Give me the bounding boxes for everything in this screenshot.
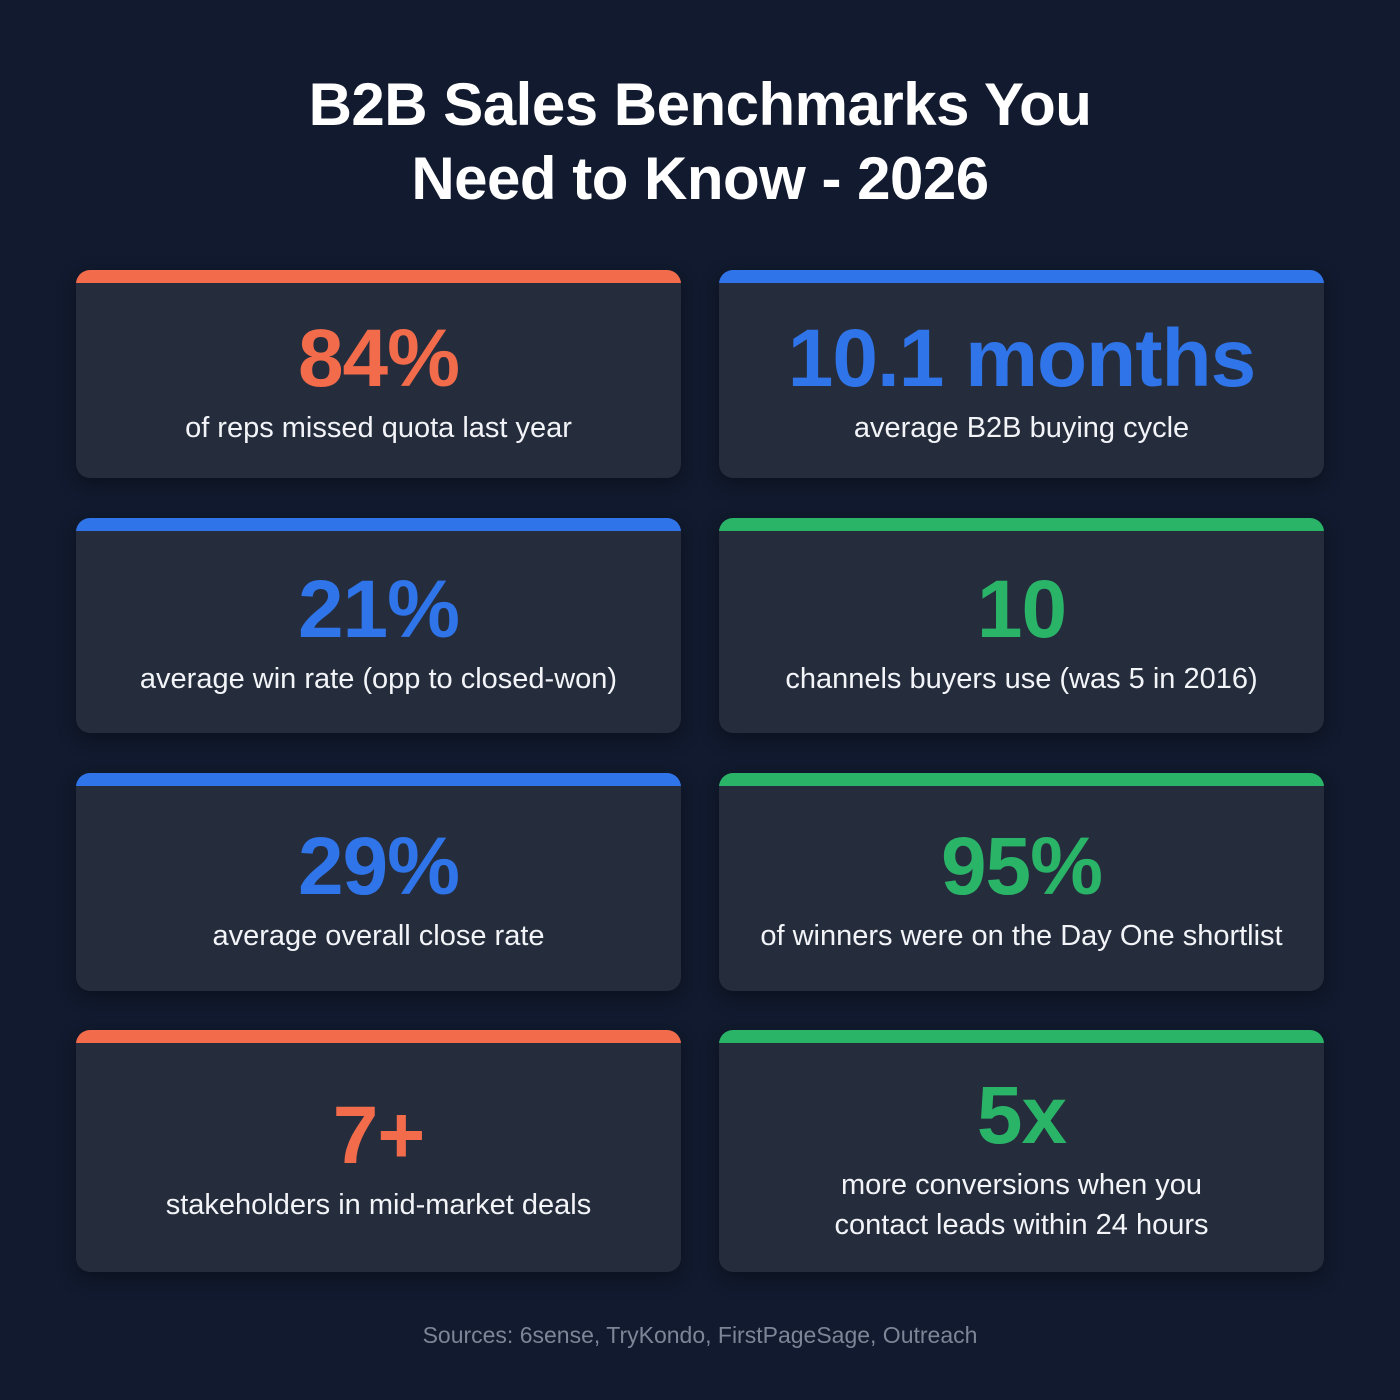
stat-value: 21% xyxy=(297,564,460,655)
stat-description: of winners were on the Day One shortlist xyxy=(760,919,1283,952)
stat-card-buying-cycle: 10.1 months average B2B buying cycle xyxy=(719,270,1324,478)
stat-value: 29% xyxy=(297,820,460,912)
stat-description: more conversions when you contact leads … xyxy=(835,1165,1209,1245)
stat-value: 95% xyxy=(940,820,1103,912)
card-accent-bar xyxy=(76,773,681,786)
stat-value: 7+ xyxy=(332,1089,425,1181)
title-line-2: Need to Know - 2026 xyxy=(411,145,989,212)
stat-description: average B2B buying cycle xyxy=(853,411,1190,444)
stat-description-line-1: more conversions when you xyxy=(840,1168,1203,1201)
stat-description: of reps missed quota last year xyxy=(185,411,572,444)
stat-card-conversions: 5x more conversions when you contact lea… xyxy=(719,1030,1324,1272)
page-title: B2B Sales Benchmarks You Need to Know - … xyxy=(0,68,1400,216)
stat-card-close-rate: 29% average overall close rate xyxy=(76,773,681,991)
stat-value: 10.1 months xyxy=(787,312,1256,404)
stat-description: stakeholders in mid-market deals xyxy=(165,1188,592,1221)
card-accent-bar xyxy=(719,773,1324,786)
stat-card-win-rate: 21% average win rate (opp to closed-won) xyxy=(76,518,681,733)
stat-value: 10 xyxy=(976,564,1067,655)
stat-value: 5x xyxy=(976,1069,1067,1161)
stat-card-stakeholders: 7+ stakeholders in mid-market deals xyxy=(76,1030,681,1272)
card-accent-bar xyxy=(719,270,1324,283)
stat-description-line-2: contact leads within 24 hours xyxy=(834,1208,1209,1241)
stat-card-channels: 10 channels buyers use (was 5 in 2016) xyxy=(719,518,1324,733)
card-accent-bar xyxy=(76,518,681,531)
stat-card-shortlist: 95% of winners were on the Day One short… xyxy=(719,773,1324,991)
title-line-1: B2B Sales Benchmarks You xyxy=(308,71,1092,138)
card-accent-bar xyxy=(76,1030,681,1043)
sources-footnote: Sources: 6sense, TryKondo, FirstPageSage… xyxy=(422,1322,978,1348)
stat-description: average overall close rate xyxy=(212,919,545,952)
stat-description: channels buyers use (was 5 in 2016) xyxy=(785,663,1258,695)
stat-card-quota-missed: 84% of reps missed quota last year xyxy=(76,270,681,478)
card-accent-bar xyxy=(719,1030,1324,1043)
card-accent-bar xyxy=(719,518,1324,531)
stat-value: 84% xyxy=(297,312,460,404)
card-accent-bar xyxy=(76,270,681,283)
stat-description: average win rate (opp to closed-won) xyxy=(139,663,618,695)
